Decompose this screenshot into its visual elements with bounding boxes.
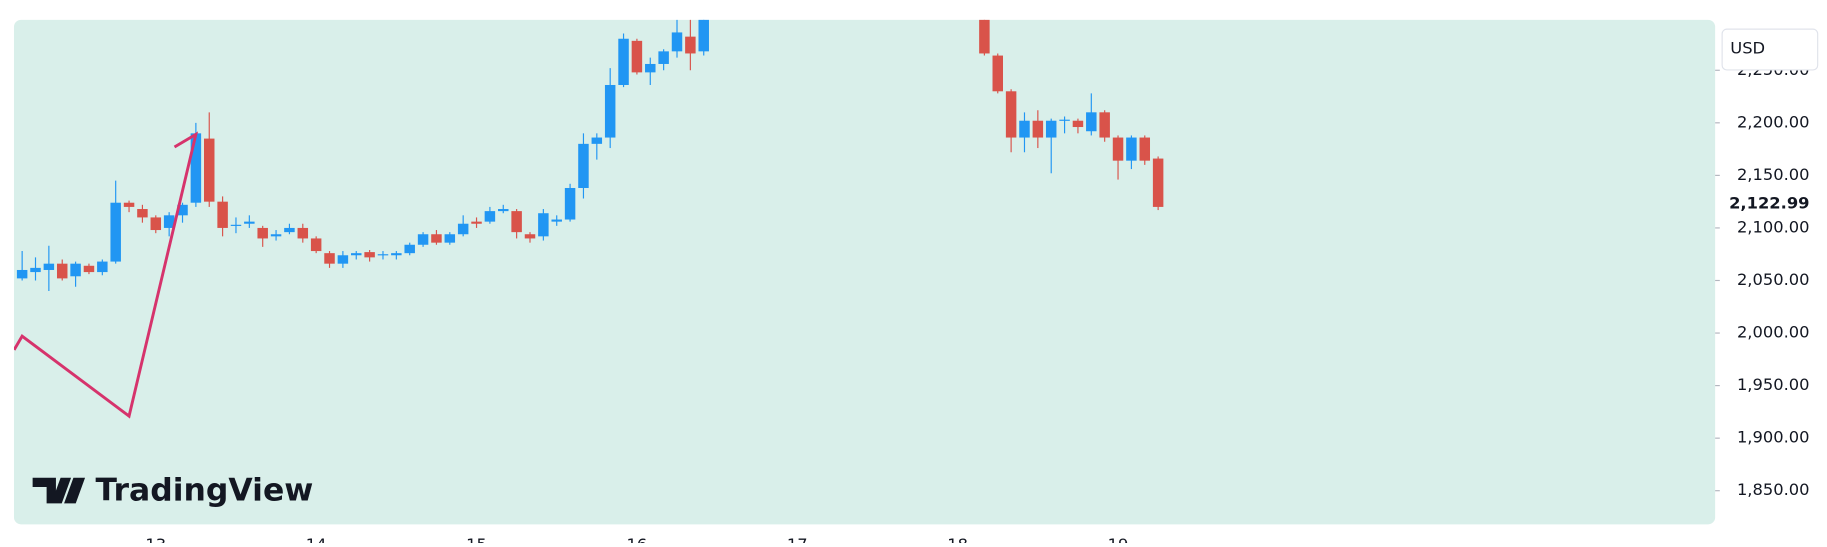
candle-body [631,40,643,73]
candle-body [1139,137,1151,161]
candle-body [417,234,429,245]
candle-body [1032,120,1044,138]
candle-body [671,32,683,52]
candle-body [685,36,696,54]
candle-body [979,19,990,54]
candle-body [538,213,549,237]
candle-body [524,234,536,239]
candle-body [1126,137,1137,161]
candle-body [177,204,188,216]
candle-body [1045,120,1057,138]
candle-body [324,253,335,264]
y-tick-label: 1,900.00 [1737,428,1810,447]
candle-body [83,265,95,273]
y-tick-label: 2,050.00 [1737,270,1810,289]
candle-body [1112,137,1124,161]
candle-body [30,267,41,273]
candle-body [457,223,469,235]
plot-area [13,19,1164,419]
candle-body [1086,112,1097,132]
candle-body [123,202,135,207]
y-tick-label: 2,150.00 [1737,165,1810,184]
candle-body [404,244,415,254]
candle-body [498,209,509,212]
candle-body [217,201,228,228]
logo-icon [32,477,86,504]
candle-body [244,221,255,224]
x-tick-label: 18 [947,535,968,543]
candle-body [137,209,148,218]
candle-body [257,227,268,239]
x-tick-label: 13 [145,535,166,543]
candle-body [1099,112,1110,138]
candle-body [645,63,656,73]
candle-body [564,187,576,220]
x-tick-label: 15 [466,535,487,543]
candle-body [377,254,389,256]
x-tick-label: 19 [1108,535,1129,543]
candle-body [284,227,295,233]
candle-body [270,234,282,237]
candle-body [150,217,162,231]
candle-body [604,84,616,138]
zigzag-line [13,131,199,419]
y-tick-label: 2,200.00 [1737,112,1810,131]
candle-body [1072,120,1084,128]
candle-body [551,219,562,222]
candle-body [364,252,375,258]
y-tick-label: 1,950.00 [1737,375,1810,394]
logo-text: TradingView [96,473,314,509]
x-tick-label: 16 [627,535,648,543]
candle-body [431,234,442,243]
candle-body [110,202,121,262]
candle-body [578,143,589,188]
currency-button[interactable] [1721,28,1819,71]
x-tick-label: 14 [306,535,327,543]
candle-body [97,261,108,273]
plot-background [13,19,1716,525]
candle-body [992,55,1003,92]
candle-body [70,263,81,277]
candle-body [190,133,202,203]
candle-body [203,138,215,202]
candle-body [297,227,309,239]
price-axis: 1,850.00 1,900.00 1,950.00 2,000.00 2,050.00… [1715,60,1810,499]
candle-body [1005,91,1017,138]
candle-body [16,269,28,279]
y-tick-label: 2,000.00 [1737,323,1810,342]
y-tick-label: 2,100.00 [1737,217,1810,236]
currency-label[interactable]: USD [1730,38,1765,57]
candle-body [471,221,482,224]
candle-body [163,215,175,228]
x-tick-label: 17 [787,535,808,543]
y-tick-label: 1,850.00 [1737,480,1810,499]
candle-body [1152,158,1164,207]
candle-body [618,38,629,85]
watermark: TradingView [32,473,314,509]
candle-body [56,263,68,279]
candle-body [1059,119,1070,121]
last-price-label: 2,122.99 [1729,193,1809,212]
candle-body [337,255,349,264]
candle-body [591,137,603,144]
candle-body [391,253,402,256]
candle-body [310,238,322,252]
candle-body [230,224,242,226]
candle-body [351,253,362,256]
candle-body [484,211,496,222]
candle-body [658,51,669,64]
candle-body [43,263,55,270]
candle-body [511,211,522,233]
candle-body [444,234,456,243]
candle-body [698,19,709,52]
candle-body [1019,120,1030,138]
